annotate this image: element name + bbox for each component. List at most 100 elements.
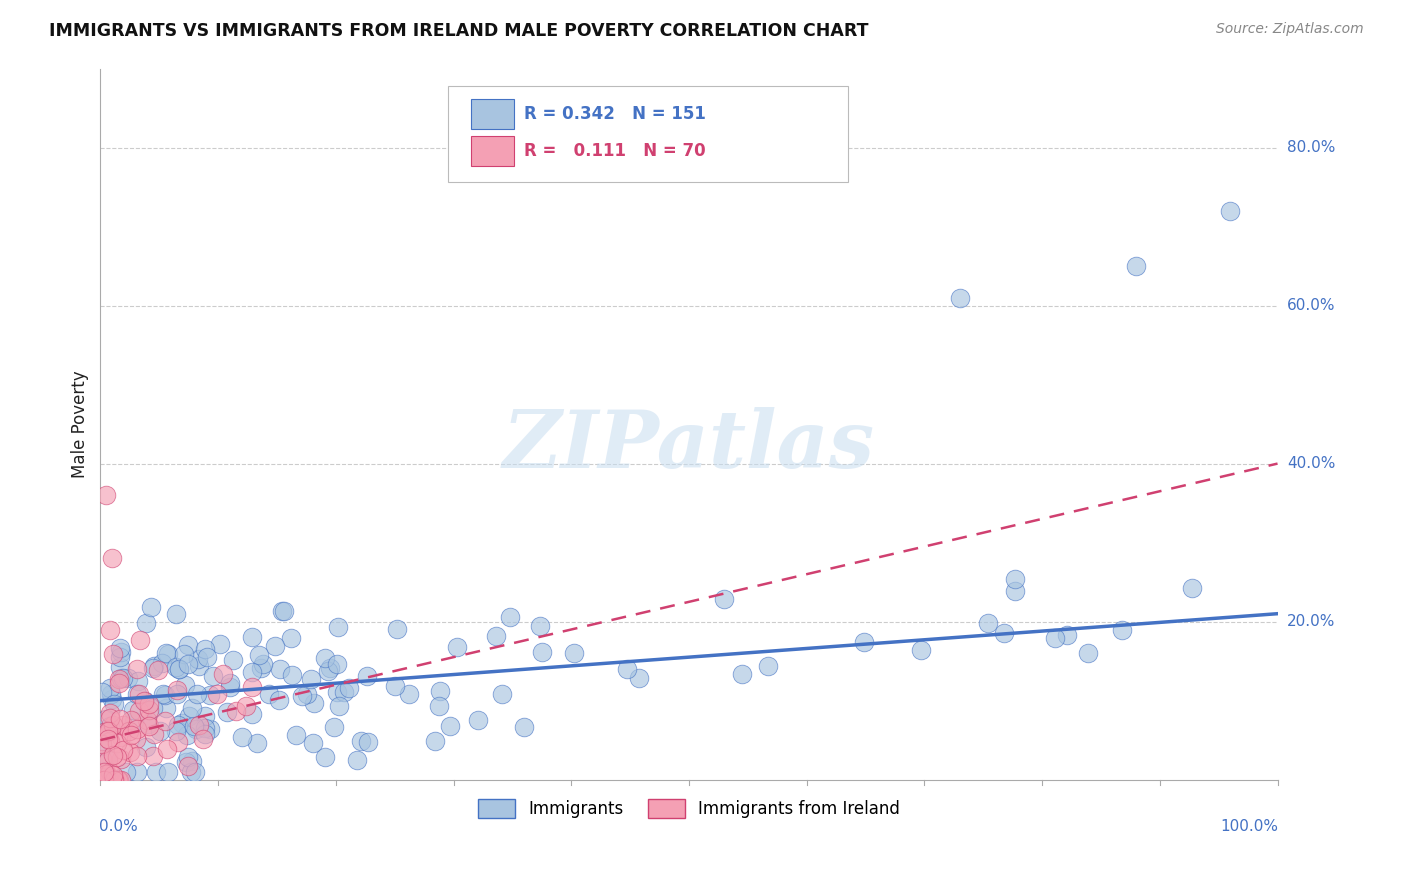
Point [146, 664, 169, 678]
Point [165, 607, 187, 622]
Point [167, 735, 190, 749]
Point [267, 693, 290, 707]
Text: ZIPatlas: ZIPatlas [503, 407, 875, 484]
Point [177, 758, 200, 772]
Point [120, 713, 142, 727]
Point [111, 671, 134, 685]
Point [291, 689, 314, 703]
Point [156, 764, 179, 779]
Point [110, 752, 132, 766]
Point [110, 645, 132, 659]
Point [120, 745, 142, 759]
Point [628, 671, 651, 685]
Text: 20.0%: 20.0% [1286, 614, 1336, 629]
Point [219, 680, 242, 694]
Point [852, 634, 875, 648]
Point [384, 679, 406, 693]
Point [93, 772, 115, 787]
Point [302, 697, 325, 711]
Point [170, 715, 193, 730]
Point [179, 709, 201, 723]
Point [103, 697, 125, 711]
Point [103, 772, 125, 787]
Point [138, 703, 160, 717]
Text: IMMIGRANTS VS IMMIGRANTS FROM IRELAND MALE POVERTY CORRELATION CHART: IMMIGRANTS VS IMMIGRANTS FROM IRELAND MA… [49, 22, 869, 40]
Point [337, 681, 360, 695]
Point [1125, 259, 1147, 273]
Point [326, 684, 349, 698]
Point [183, 719, 205, 733]
Point [285, 728, 308, 742]
Point [107, 772, 129, 787]
Point [110, 730, 132, 744]
Text: 60.0%: 60.0% [1286, 298, 1336, 313]
Point [90, 739, 112, 753]
Point [977, 615, 1000, 630]
Point [125, 749, 148, 764]
Point [134, 693, 156, 707]
Point [398, 687, 420, 701]
Point [98, 723, 121, 738]
Point [240, 630, 263, 644]
Point [118, 724, 141, 739]
Point [110, 772, 132, 787]
Point [180, 764, 202, 779]
Point [104, 772, 127, 787]
Point [280, 667, 302, 681]
Point [713, 592, 735, 607]
Point [198, 723, 221, 737]
Point [93, 764, 115, 779]
Point [127, 764, 149, 779]
Point [108, 712, 131, 726]
Point [247, 648, 270, 662]
Point [93, 725, 115, 739]
Point [529, 619, 551, 633]
Point [1004, 572, 1026, 586]
Point [194, 709, 217, 723]
Legend: Immigrants, Immigrants from Ireland: Immigrants, Immigrants from Ireland [471, 792, 907, 824]
Point [96, 713, 118, 727]
Point [120, 727, 142, 741]
Point [177, 657, 200, 672]
FancyBboxPatch shape [471, 136, 513, 166]
Point [1219, 203, 1241, 218]
Point [322, 720, 344, 734]
Point [385, 622, 408, 636]
Point [271, 604, 294, 618]
Point [100, 691, 122, 706]
Point [314, 651, 336, 665]
Point [1181, 581, 1204, 595]
Point [194, 641, 217, 656]
Point [1077, 646, 1099, 660]
Point [194, 727, 217, 741]
Point [112, 717, 135, 731]
Point [174, 755, 197, 769]
Point [167, 718, 190, 732]
Point [152, 687, 174, 701]
Point [108, 673, 131, 687]
Point [217, 705, 239, 719]
Point [108, 649, 131, 664]
Point [427, 699, 450, 714]
Point [98, 734, 121, 748]
Point [108, 660, 131, 674]
Point [187, 652, 209, 666]
Point [128, 704, 150, 718]
Point [949, 291, 972, 305]
Point [121, 703, 143, 717]
Point [446, 640, 468, 654]
Point [149, 724, 172, 739]
Point [212, 667, 235, 681]
Point [1004, 583, 1026, 598]
Point [165, 723, 187, 738]
Point [207, 687, 229, 701]
Point [101, 551, 124, 566]
Point [562, 646, 585, 660]
Point [167, 662, 190, 676]
Point [157, 647, 180, 661]
Point [94, 772, 117, 787]
Point [328, 620, 350, 634]
Point [485, 629, 508, 643]
Point [252, 657, 274, 672]
Point [125, 662, 148, 676]
